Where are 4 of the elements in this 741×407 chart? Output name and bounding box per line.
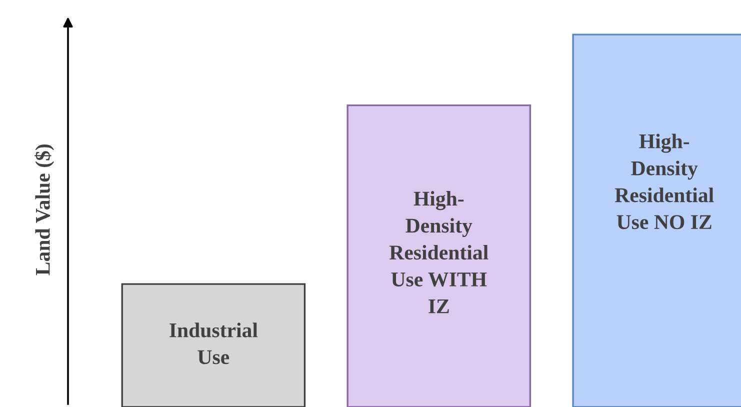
y-axis-title: Land Value ($) xyxy=(34,144,54,276)
x-tick-label: Industrial Use xyxy=(170,322,258,364)
x-tick-label: High-Density Residential Use WITH IZ xyxy=(389,191,488,314)
x-tick-label: High-Density Residential Use NO IZ xyxy=(614,134,714,230)
